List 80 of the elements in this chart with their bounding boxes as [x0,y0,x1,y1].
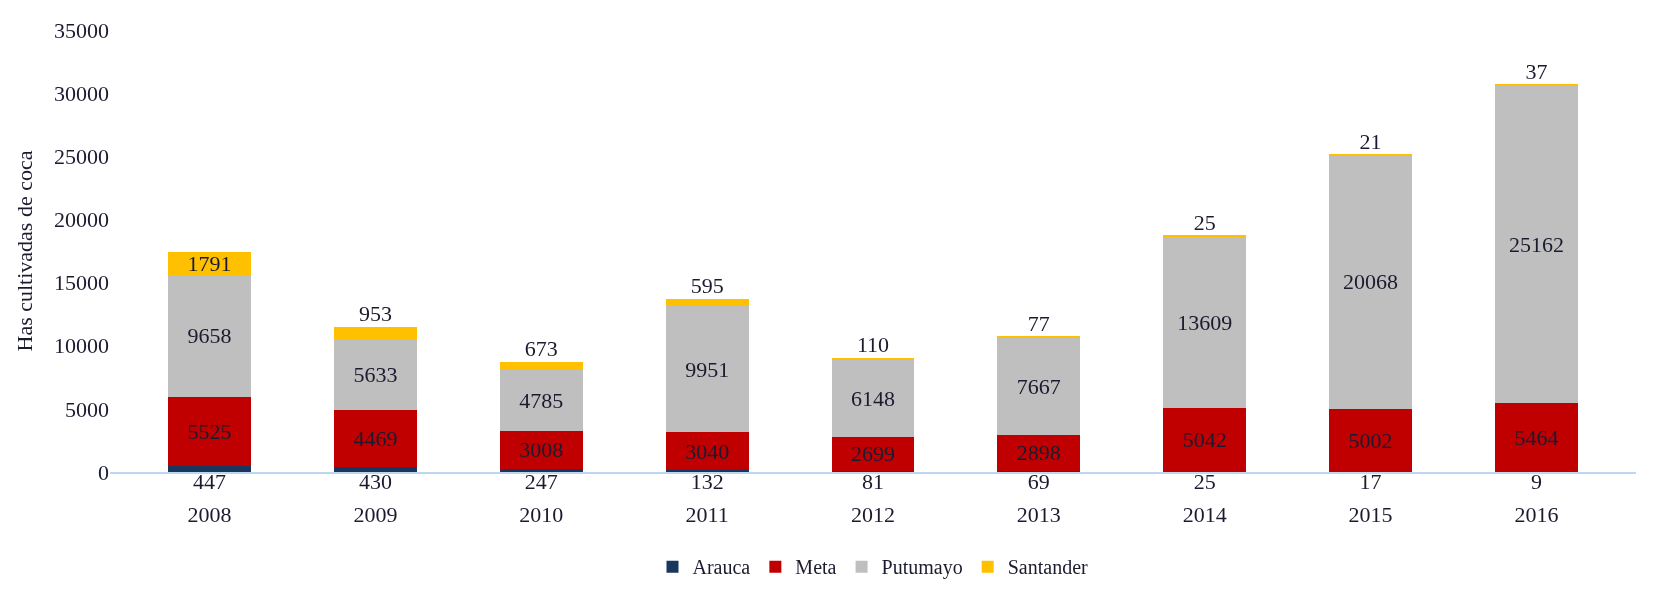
data-label: 7667 [1016,373,1061,399]
data-label: 21 [1359,129,1382,155]
data-label: 6148 [851,385,895,411]
data-label: 17 [1359,468,1382,494]
bar [499,468,583,472]
data-label: 77 [1027,311,1050,337]
x-tick-label: 2011 [685,502,729,528]
legend-label: Meta [795,556,837,579]
data-label: 13609 [1177,309,1233,335]
bar [168,274,251,397]
y-axis-title: Has cultivadas de coca [11,150,37,352]
y-tick-label: 10000 [54,333,109,359]
legend-label: Santander [1007,556,1089,579]
bar [997,434,1081,472]
bar [168,396,251,467]
bar [665,298,749,307]
y-tick-label: 5000 [65,396,109,422]
bar [1329,408,1413,472]
data-label: 81 [862,468,884,494]
data-label: 4469 [353,425,398,451]
legend-label: Arauca [692,556,751,579]
bar [831,357,915,360]
bar [665,306,749,432]
data-label: 247 [524,468,558,494]
data-label: 5002 [1348,427,1393,453]
data-label: 3008 [519,437,564,463]
x-tick-label: 2013 [1016,502,1061,528]
y-tick-label: 35000 [54,17,109,43]
bar [333,326,417,339]
x-tick-label: 2010 [519,502,564,528]
bar [1495,85,1578,403]
y-tick-label: 25000 [54,143,109,169]
data-label: 430 [358,468,392,494]
bar [333,339,417,411]
data-label: 447 [193,468,227,494]
data-label: 1791 [187,250,232,276]
legend-label: Putumayo [881,556,963,580]
data-label: 110 [856,332,890,358]
y-tick-label: 0 [98,459,109,485]
data-label: 9658 [187,323,232,349]
bar [1163,236,1247,409]
data-label: 5525 [187,418,232,444]
data-label: 5042 [1182,427,1227,453]
bar [1329,155,1413,409]
data-label: 9951 [685,356,730,382]
data-label: 673 [524,336,558,362]
bar [499,370,583,431]
bar [168,466,251,472]
bar [499,361,583,371]
x-tick-label: 2009 [353,502,398,528]
y-tick-label: 15000 [54,270,109,296]
y-tick-label: 30000 [54,80,109,106]
bar [1163,408,1247,472]
data-label: 20068 [1343,269,1399,295]
data-label: 9 [1530,468,1542,494]
data-label: 3040 [685,438,730,464]
x-tick-label: 2014 [1182,502,1227,528]
y-tick-label: 20000 [54,207,109,233]
bar [333,466,417,472]
bar [997,337,1081,435]
data-label: 5633 [353,362,398,388]
data-label: 4785 [519,388,564,414]
data-label: 5464 [1514,424,1559,450]
x-tick-label: 2008 [187,502,232,528]
data-label: 2699 [851,441,895,467]
x-tick-label: 2015 [1348,502,1393,528]
data-label: 2898 [1016,440,1061,466]
data-label: 25 [1193,210,1216,236]
x-tick-label: 2012 [851,502,895,528]
data-label: 595 [690,273,724,299]
bar [831,359,915,437]
data-label: 37 [1525,59,1548,85]
data-label: 132 [690,468,724,494]
data-label: 25 [1193,468,1216,494]
x-tick-label: 2016 [1514,502,1559,528]
bar [1495,402,1578,472]
bar [333,410,417,467]
data-label: 69 [1027,468,1050,494]
data-label: 953 [358,301,392,327]
data-label: 25162 [1508,231,1564,257]
